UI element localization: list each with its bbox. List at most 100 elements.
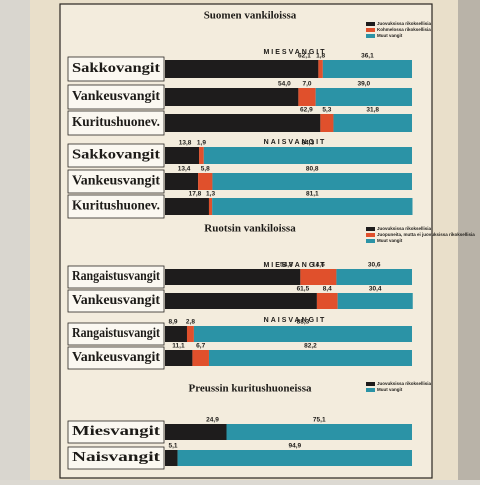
bar-segment: [298, 88, 316, 106]
chart-title: Preussin kuritushuoneissa: [189, 383, 312, 395]
bar-segment: [192, 350, 209, 366]
bar-segment: [165, 173, 199, 190]
bar-segment: [165, 293, 317, 309]
wall-shadow: [455, 0, 480, 480]
bar-segment: [165, 269, 301, 285]
value-label: 7,0: [303, 81, 312, 88]
bar-segment: [193, 326, 412, 342]
bar-segment: [333, 114, 412, 132]
value-label: 54,8: [280, 262, 293, 269]
category-label: Vankeusvangit: [72, 350, 160, 365]
bar-segment: [316, 293, 338, 309]
value-label: 81,1: [306, 191, 319, 198]
value-label: 2,8: [186, 319, 195, 326]
value-label: 54,0: [278, 81, 291, 88]
category-box: [67, 169, 165, 194]
value-label: 5,8: [201, 166, 210, 173]
category-label: Vankeusvangit: [72, 174, 160, 189]
group-title: NAISVANGIT: [264, 317, 327, 324]
bar-segment: [336, 269, 412, 285]
bar-segment: [203, 147, 412, 164]
category-box: [67, 420, 165, 444]
value-label: 94,9: [288, 443, 301, 450]
category-box: [67, 446, 165, 470]
value-label: 31,8: [366, 107, 379, 114]
legend-swatch: [366, 388, 375, 392]
bar-segment: [165, 114, 321, 132]
bar-segment: [212, 173, 412, 190]
category-label: Rangaistusvangit: [72, 269, 160, 284]
value-label: 82,2: [304, 343, 317, 350]
bar-segment: [315, 88, 412, 106]
chart-title: Ruotsin vankiloissa: [204, 223, 296, 235]
value-label: 17,8: [189, 191, 202, 198]
bar-segment: [208, 198, 213, 215]
legend-label: Muut vangit: [377, 238, 403, 243]
legend-swatch: [366, 227, 375, 231]
value-label: 62,1: [298, 53, 311, 60]
group-title: MIESVANGIT: [263, 262, 326, 269]
value-label: 75,1: [313, 417, 326, 424]
category-label: Sakkovangit: [72, 61, 160, 76]
legend-label: Juopuneita, mutta ei juovuksissa rikokse…: [377, 232, 475, 237]
value-label: 14,6: [312, 262, 325, 269]
category-label: Vankeusvangit: [72, 293, 160, 308]
value-label: 84,3: [302, 140, 315, 147]
bar-segment: [318, 60, 323, 78]
value-label: 8,4: [323, 286, 332, 293]
bar-segment: [165, 147, 200, 164]
bar-segment: [226, 424, 412, 440]
category-box: [67, 56, 165, 82]
value-label: 36,1: [361, 53, 374, 60]
category-label: Vankeusvangit: [72, 89, 160, 104]
legend-swatch: [366, 239, 375, 243]
bar-segment: [165, 198, 209, 215]
legend-swatch: [366, 382, 375, 386]
value-label: 1,8: [316, 53, 325, 60]
legend-label: Kohmelossa rikoksellisia: [377, 27, 431, 32]
group-title: MIESVANGIT: [263, 49, 326, 56]
legend-label: Juovuksissa rikoksellisia: [377, 226, 432, 231]
legend-swatch: [366, 28, 375, 32]
value-label: 5,1: [168, 443, 177, 450]
value-label: 62,9: [300, 107, 313, 114]
bar-segment: [165, 60, 319, 78]
value-label: 8,9: [168, 319, 177, 326]
value-label: 13,8: [179, 140, 192, 147]
bar-segment: [165, 424, 227, 440]
category-box: [67, 289, 165, 313]
category-label: Sakkovangit: [72, 148, 160, 163]
value-label: 30,6: [368, 262, 381, 269]
bar-segment: [199, 147, 204, 164]
category-box: [67, 84, 165, 110]
value-label: 61,5: [297, 286, 310, 293]
bar-segment: [186, 326, 194, 342]
legend-label: Juovuksissa rikoksellisia: [377, 21, 432, 26]
value-label: 80,8: [306, 166, 319, 173]
category-box: [67, 110, 165, 136]
bar-segment: [165, 450, 178, 466]
value-label: 24,9: [206, 417, 219, 424]
category-box: [67, 322, 165, 346]
value-label: 11,1: [172, 343, 185, 350]
legend-label: Juovuksissa rikoksellisia: [377, 381, 432, 386]
bar-segment: [322, 60, 412, 78]
bar-segment: [165, 88, 299, 106]
legend-swatch: [366, 22, 375, 26]
value-label: 13,4: [178, 166, 191, 173]
category-label: Miesvangit: [72, 424, 160, 439]
bar-segment: [208, 350, 412, 366]
legend-label: Muut vangit: [377, 33, 403, 38]
bar-segment: [165, 326, 187, 342]
category-label: Rangaistusvangit: [72, 326, 160, 341]
bar-segment: [320, 114, 334, 132]
bar-segment: [177, 450, 412, 466]
category-label: Kuritushuonev.: [72, 199, 160, 214]
bar-segment: [212, 198, 413, 215]
value-label: 6,7: [196, 343, 205, 350]
value-label: 39,0: [358, 81, 371, 88]
bar-segment: [300, 269, 337, 285]
bar-segment: [337, 293, 413, 309]
group-title: NAISVANGIT: [264, 139, 327, 146]
